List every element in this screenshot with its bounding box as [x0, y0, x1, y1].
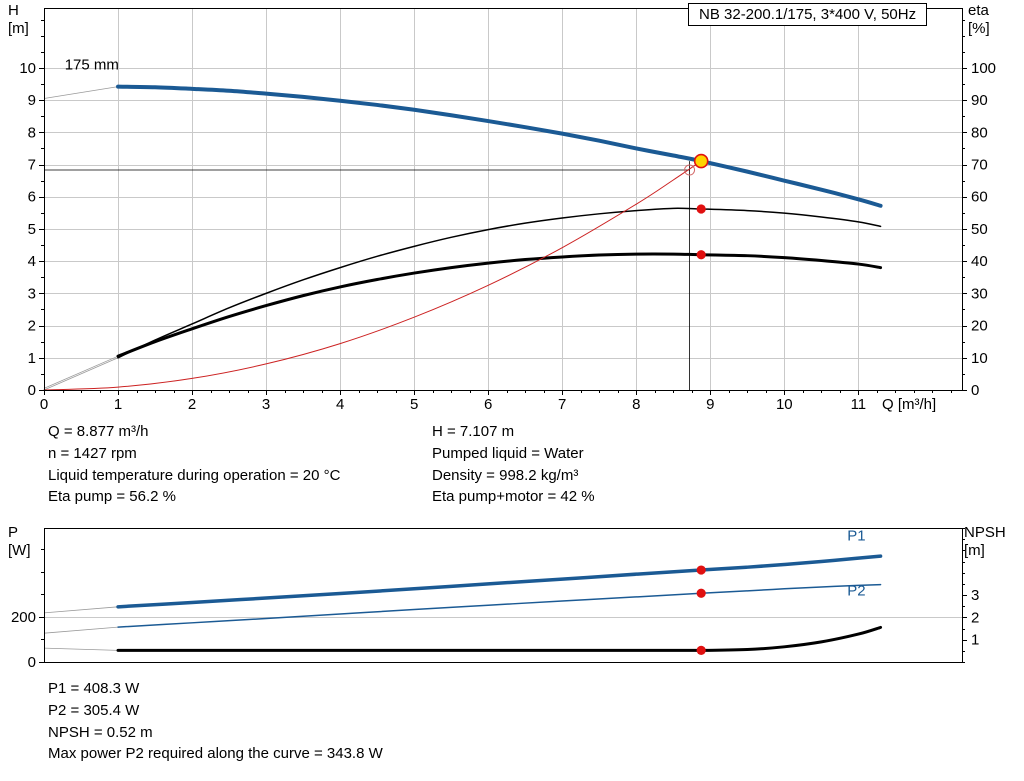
info-line-q: Q = 8.877 m³/h: [48, 423, 149, 440]
info-line-eta-pump-motor: Eta pump+motor = 42 %: [432, 488, 595, 506]
curve-label: P1: [847, 527, 865, 544]
duty-point-marker: [693, 153, 709, 169]
tick-label: 4: [336, 396, 344, 413]
tick-label: 0: [28, 654, 36, 671]
plot-frame: [44, 8, 963, 391]
result-line-p2: P2 = 305.4 W: [48, 701, 140, 719]
tick-label: 5: [410, 396, 418, 413]
curve-label: 175 mm: [65, 57, 119, 74]
hq-eta-chart: 175 mm0 1 2 3 4 5 6 7 8 9 10 1101234567891001020304…: [19, 8, 996, 413]
curve-label: P2: [847, 583, 865, 600]
leader-line: [43, 355, 119, 389]
info-line-head: H = 7.107 m: [432, 423, 515, 440]
tick-label: 11: [851, 396, 867, 413]
tick-label: 80: [971, 124, 988, 141]
tick-label: 1: [28, 350, 36, 367]
pump-curve-175mm: [116, 84, 883, 208]
tick-label: 6: [484, 396, 492, 413]
leader-line: [43, 606, 119, 614]
tick-label: 8: [28, 124, 36, 141]
tick-label: 10: [776, 396, 793, 413]
power-npsh-chart: P1 P2 0 200 1 2 3: [11, 527, 979, 671]
tick-label: 200: [11, 609, 36, 626]
eta-pump: [117, 207, 882, 359]
tick-label: 8: [632, 396, 640, 413]
eta-pump-motor: [116, 252, 883, 358]
leader-line: [43, 86, 119, 99]
tick-label: 50: [971, 221, 988, 238]
tick-label: 20: [971, 318, 988, 335]
duty-info-left-column: Q = 8.877 m³/h n = 1427 rpm Liquid tempe…: [48, 421, 340, 508]
power-axis-title: P [W]: [8, 524, 31, 559]
h-axis-title: H [m]: [8, 2, 29, 37]
tick-label: 7: [558, 396, 566, 413]
curve-value-marker: [696, 645, 706, 655]
tick-label: 70: [971, 157, 988, 174]
info-line-speed: n = 1427 rpm: [48, 444, 137, 462]
tick-label: 7: [28, 157, 36, 174]
leader-line: [43, 647, 119, 651]
p2-curve: [117, 583, 882, 628]
curve-value-marker: [696, 588, 706, 598]
tick-label: 10: [19, 60, 36, 77]
tick-label: 40: [971, 253, 988, 270]
result-line-npsh: NPSH = 0.52 m: [48, 723, 153, 741]
leader-line: [43, 626, 119, 634]
tick-label: 9: [706, 396, 714, 413]
eta-axis-title: eta [%]: [968, 2, 990, 37]
npsh-curve: [116, 625, 883, 652]
result-line-max-p2: Max power P2 required along the curve = …: [48, 745, 383, 763]
tick-label: 4: [28, 253, 36, 270]
tick-label: 0: [971, 382, 979, 399]
tick-label: 100: [971, 60, 996, 77]
tick-label: 5: [28, 221, 36, 238]
duty-info-right-column: H = 7.107 m Pumped liquid = Water Densit…: [432, 421, 595, 508]
tick-label: 3: [971, 587, 979, 604]
tick-label: 0: [28, 382, 36, 399]
tick-label: 90: [971, 92, 988, 109]
tick-label: 3: [262, 396, 270, 413]
curve-value-marker: [696, 565, 706, 575]
system-curve: [43, 160, 702, 391]
result-line-p1: P1 = 408.3 W: [48, 680, 140, 697]
curve-value-marker: [696, 250, 706, 260]
tick-label: 2: [188, 396, 196, 413]
tick-label: 60: [971, 189, 988, 206]
pump-model-box: NB 32-200.1/175, 3*400 V, 50Hz: [688, 3, 928, 26]
tick-label: 0: [40, 396, 48, 413]
requested-duty-marker: [684, 164, 696, 176]
leader-line: [43, 357, 119, 391]
info-line-eta-pump: Eta pump = 56.2 %: [48, 488, 176, 506]
p1-curve: [116, 554, 883, 609]
info-line-temperature: Liquid temperature during operation = 20…: [48, 466, 341, 484]
info-line-liquid: Pumped liquid = Water: [432, 444, 584, 462]
info-line-density: Density = 998.2 kg/m³: [432, 466, 579, 484]
tick-label: 2: [28, 318, 36, 335]
tick-label: 10: [971, 350, 988, 367]
results-block: P1 = 408.3 W P2 = 305.4 W NPSH = 0.52 m …: [48, 678, 383, 765]
tick-label: 6: [28, 189, 36, 206]
tick-label: 1: [114, 396, 122, 413]
tick-label: 30: [971, 285, 988, 302]
tick-label: 3: [28, 285, 36, 302]
tick-label: 1: [971, 632, 979, 649]
x-axis-label: Q [m³/h]: [882, 396, 936, 413]
tick-label: 9: [28, 92, 36, 109]
npsh-axis-title: NPSH [m]: [964, 524, 1006, 559]
curve-value-marker: [696, 204, 706, 214]
tick-label: 2: [971, 609, 979, 626]
